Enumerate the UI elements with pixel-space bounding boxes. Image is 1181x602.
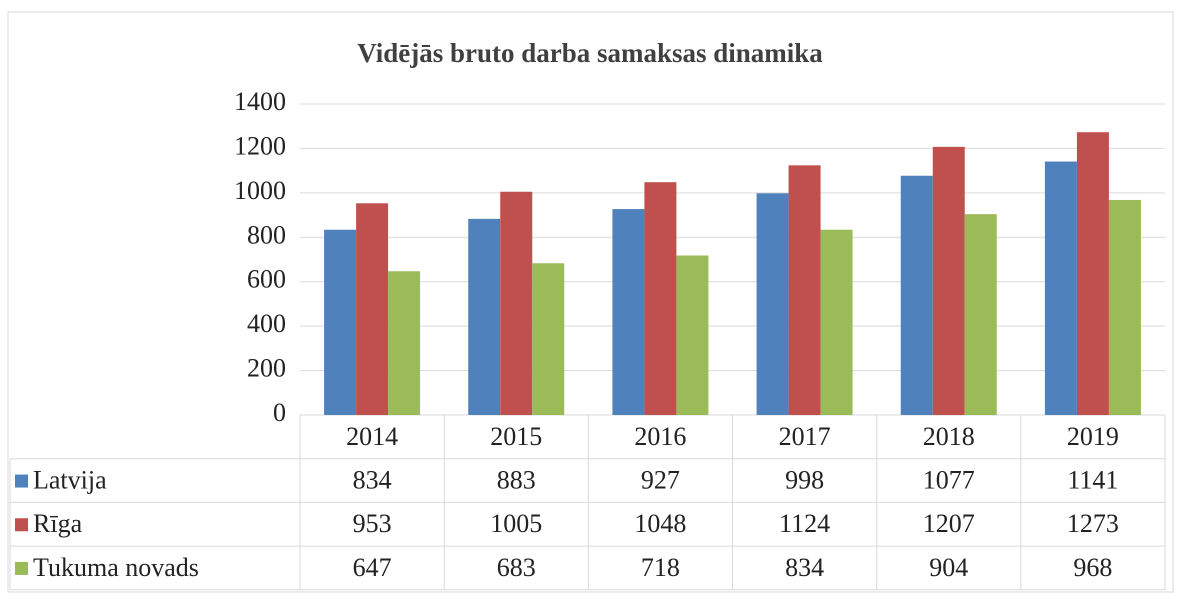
bar	[468, 218, 501, 415]
bar	[676, 255, 709, 415]
y-tick-label: 0	[273, 398, 286, 427]
bar	[820, 229, 853, 415]
table-value: 998	[785, 466, 824, 495]
bar	[964, 214, 997, 415]
legend-label: Rīga	[33, 509, 83, 538]
table-value: 1273	[1067, 509, 1119, 538]
table-value: 1141	[1067, 466, 1118, 495]
legend-swatch	[15, 561, 28, 575]
table-value: 647	[353, 553, 392, 582]
legend-swatch	[15, 518, 28, 532]
table-value: 718	[641, 553, 680, 582]
bar	[1108, 199, 1141, 415]
table-value: 1005	[490, 509, 542, 538]
table-value: 968	[1073, 553, 1112, 582]
table-value: 904	[929, 553, 968, 582]
bar	[900, 175, 933, 415]
table-value: 883	[497, 466, 536, 495]
bar	[644, 182, 677, 415]
table-value: 927	[641, 466, 680, 495]
y-tick-label: 400	[247, 309, 286, 338]
bar	[1044, 161, 1077, 415]
y-tick-label: 200	[247, 354, 286, 383]
bar	[388, 271, 421, 415]
table-value: 1048	[634, 509, 686, 538]
bar	[324, 229, 357, 415]
y-tick-label: 800	[247, 220, 286, 249]
bar	[1076, 132, 1109, 415]
bar	[788, 165, 821, 415]
bar	[356, 203, 389, 415]
y-tick-label: 1000	[234, 176, 286, 205]
x-tick-label: 2018	[923, 422, 975, 451]
bar	[500, 191, 533, 415]
x-tick-label: 2017	[779, 422, 831, 451]
bar	[612, 209, 645, 415]
table-value: 1124	[779, 509, 830, 538]
y-tick-label: 1400	[234, 87, 286, 116]
legend-swatch	[15, 474, 28, 488]
y-tick-label: 600	[247, 265, 286, 294]
chart-title: Vidējās bruto darba samaksas dinamika	[357, 38, 823, 68]
chart-border	[7, 11, 1174, 593]
bar	[532, 263, 565, 415]
table-value: 683	[497, 553, 536, 582]
y-tick-label: 1200	[234, 131, 286, 160]
x-tick-label: 2014	[346, 422, 398, 451]
legend-label: Tukuma novads	[33, 553, 199, 582]
table-value: 953	[353, 509, 392, 538]
legend-label: Latvija	[33, 466, 107, 495]
table-value: 1207	[923, 509, 975, 538]
x-tick-label: 2016	[634, 422, 686, 451]
table-value: 834	[785, 553, 824, 582]
table-value: 1077	[923, 466, 975, 495]
x-tick-label: 2015	[490, 422, 542, 451]
bar	[756, 193, 789, 415]
bar	[932, 146, 965, 415]
table-value: 834	[353, 466, 392, 495]
x-tick-label: 2019	[1067, 422, 1119, 451]
